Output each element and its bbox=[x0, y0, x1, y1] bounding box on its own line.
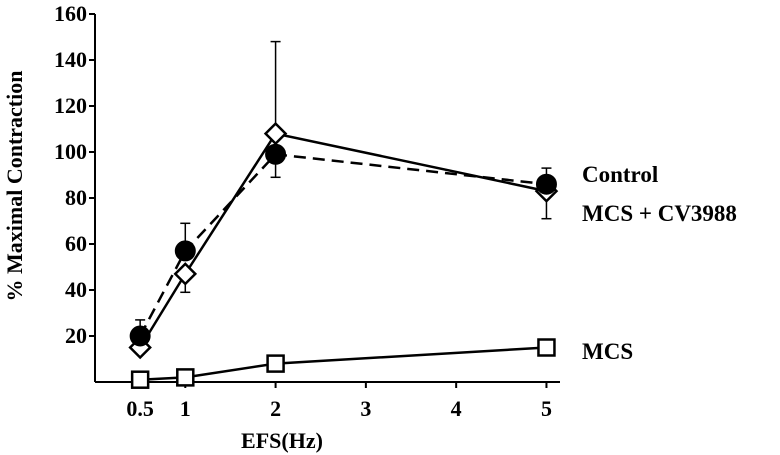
series-line bbox=[140, 346, 547, 381]
y-tick-label: 160 bbox=[54, 1, 87, 26]
y-tick-label: 100 bbox=[54, 139, 87, 164]
x-tick-label: 3 bbox=[360, 396, 371, 421]
data-point-circle bbox=[535, 173, 557, 195]
data-point-square bbox=[266, 354, 285, 373]
data-point-diamond bbox=[173, 262, 198, 286]
data-point-circle bbox=[174, 240, 196, 262]
x-tick-label: 5 bbox=[541, 396, 552, 421]
y-tick-label: 120 bbox=[54, 93, 87, 118]
series-line bbox=[139, 152, 547, 337]
y-tick-label: 40 bbox=[65, 277, 87, 302]
data-point-square bbox=[537, 338, 556, 357]
data-point-circle bbox=[129, 325, 151, 347]
data-point-circle bbox=[265, 143, 287, 165]
series-label: Control bbox=[582, 162, 658, 187]
x-tick-label: 1 bbox=[180, 396, 191, 421]
x-tick-label: 2 bbox=[270, 396, 281, 421]
series-label: MCS bbox=[582, 339, 633, 364]
x-tick-label: 0.5 bbox=[126, 396, 154, 421]
data-point-square bbox=[130, 370, 150, 389]
x-tick-label: 4 bbox=[451, 396, 462, 421]
series-label: MCS + CV3988 bbox=[582, 201, 737, 226]
axes: 20 40 60 80 100 120 140 160 0.5 1 2 3 4 5 bbox=[54, 1, 560, 421]
x-axis-title: EFS(Hz) bbox=[241, 428, 323, 453]
y-tick-label: 60 bbox=[65, 231, 87, 256]
series-labels: Control MCS + CV3988 MCS bbox=[582, 162, 737, 364]
y-tick-label: 20 bbox=[65, 323, 87, 348]
series-line bbox=[139, 132, 547, 349]
y-tick-label: 140 bbox=[54, 47, 87, 72]
data-point-square bbox=[176, 368, 195, 387]
y-axis-title: % Maximal Contraction bbox=[2, 71, 27, 302]
y-tick-label: 80 bbox=[65, 185, 87, 210]
data-point-diamond bbox=[263, 121, 288, 146]
series-layer bbox=[128, 40, 559, 389]
